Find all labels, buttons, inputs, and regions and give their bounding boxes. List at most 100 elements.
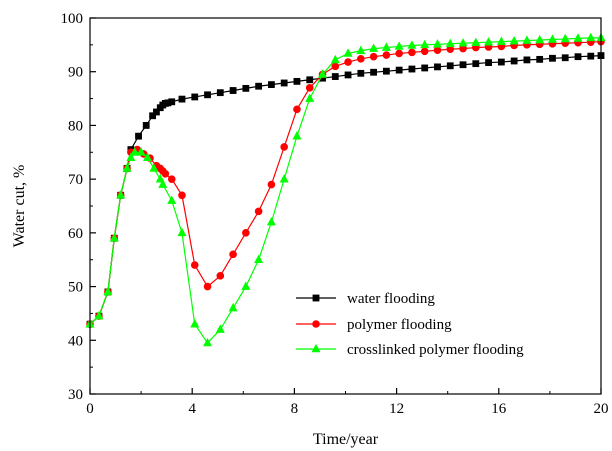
data-point: [421, 64, 429, 72]
data-point: [142, 152, 152, 161]
data-point: [420, 47, 429, 56]
data-point: [536, 55, 544, 63]
tick-layer: 0 4 8 12 16 20 30 40 50 60 70 80 90 100: [61, 11, 609, 417]
legend-item: water flooding: [296, 291, 435, 307]
data-point: [458, 38, 468, 47]
x-tick-label: 0: [86, 401, 94, 417]
data-point: [215, 324, 225, 333]
data-point: [241, 281, 251, 290]
data-point: [382, 67, 390, 75]
y-tick-label: 60: [68, 226, 83, 242]
data-point: [560, 33, 570, 43]
data-point: [228, 302, 238, 312]
data-point: [446, 62, 454, 70]
data-point: [216, 272, 225, 280]
data-point: [135, 132, 142, 140]
data-point: [574, 53, 582, 61]
series-line: [89, 55, 602, 325]
data-point: [434, 63, 441, 71]
data-point: [279, 174, 289, 183]
data-point: [142, 122, 150, 129]
data-point: [109, 233, 119, 242]
data-point: [408, 48, 416, 57]
series-square: [86, 52, 605, 328]
data-point: [370, 68, 378, 76]
data-point: [267, 180, 276, 189]
y-tick-label: 100: [61, 11, 84, 27]
data-point: [293, 105, 301, 114]
data-point: [357, 69, 365, 77]
data-point: [305, 84, 314, 92]
data-point: [103, 286, 113, 296]
data-point: [344, 58, 352, 66]
legend-marker: [311, 343, 321, 353]
data-point: [178, 95, 186, 103]
data-point: [167, 175, 176, 183]
series-line: [89, 37, 601, 344]
data-point: [485, 59, 492, 66]
data-point: [522, 35, 532, 44]
data-point: [190, 261, 199, 269]
y-tick-label: 80: [68, 118, 83, 134]
data-point: [242, 84, 250, 92]
data-point: [203, 282, 212, 291]
x-tick-label: 16: [491, 401, 507, 417]
data-point: [190, 319, 200, 328]
data-point: [155, 174, 165, 183]
y-tick-label: 50: [68, 280, 83, 296]
data-point: [331, 62, 340, 71]
data-point: [509, 35, 519, 45]
data-point: [153, 108, 160, 116]
data-point: [280, 79, 288, 87]
y-axis-title: Water cut, %: [11, 165, 28, 248]
data-point: [381, 42, 391, 51]
data-point: [420, 39, 430, 49]
data-point: [126, 152, 136, 161]
data-point: [547, 34, 557, 43]
data-point: [472, 60, 480, 68]
data-point: [161, 169, 170, 178]
data-point: [266, 216, 276, 226]
legend-label: polymer flooding: [347, 317, 452, 333]
data-point: [433, 46, 442, 55]
data-point: [535, 34, 545, 44]
x-tick-label: 20: [594, 401, 609, 417]
y-tick-label: 70: [68, 172, 83, 188]
data-point: [305, 93, 315, 102]
legend-marker: [312, 320, 320, 328]
data-point: [136, 147, 146, 156]
data-point: [395, 66, 403, 74]
y-tick-label: 40: [68, 333, 83, 349]
legend-item: crosslinked polymer flooding: [296, 342, 524, 358]
data-point: [130, 147, 140, 156]
series-triangle: [85, 32, 606, 347]
legend-label: crosslinked polymer flooding: [347, 342, 524, 358]
data-point: [229, 87, 237, 94]
data-point: [523, 56, 531, 64]
data-point: [408, 65, 416, 73]
data-point: [561, 54, 569, 62]
data-point: [497, 58, 505, 66]
data-point: [496, 36, 506, 45]
legend-label: water flooding: [347, 291, 435, 307]
data-point: [293, 77, 301, 85]
data-point: [395, 49, 403, 58]
data-point: [280, 143, 288, 151]
data-point: [356, 45, 366, 55]
data-point: [158, 179, 168, 188]
data-point: [510, 57, 518, 65]
x-tick-label: 4: [188, 401, 196, 417]
data-point: [394, 41, 404, 50]
data-point: [167, 195, 177, 204]
data-point: [268, 81, 275, 89]
x-axis-title: Time/year: [313, 431, 379, 448]
data-point: [382, 51, 391, 59]
data-point: [407, 40, 417, 49]
data-point: [191, 93, 199, 101]
data-point: [177, 227, 187, 237]
legend: water flooding polymer flooding crosslinke…: [296, 291, 524, 358]
data-point: [549, 54, 556, 62]
data-point: [216, 89, 224, 97]
data-point: [203, 337, 213, 347]
data-point: [471, 37, 481, 47]
